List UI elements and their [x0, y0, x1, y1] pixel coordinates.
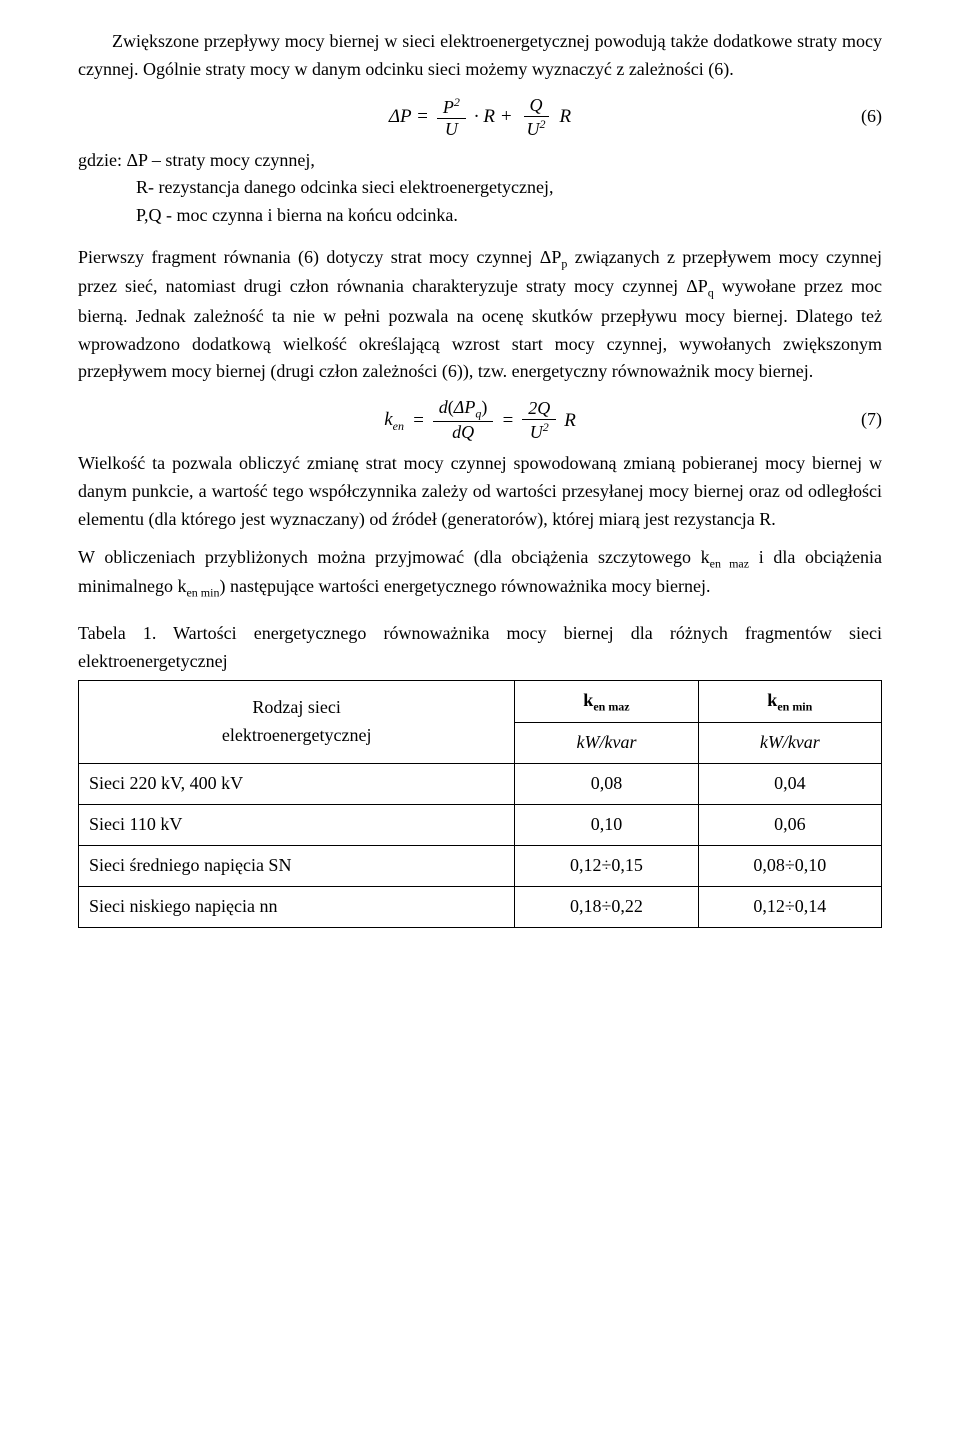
row2-v2: 0,08÷0,10 [698, 846, 881, 887]
eq6-number: (6) [861, 103, 882, 131]
where-line-3: P,Q - moc czynna i bierna na końcu odcin… [78, 202, 882, 230]
col2-a: k [767, 690, 777, 710]
table-header-row-1: Rodzaj sieci elektroenergetycznej ken ma… [79, 681, 882, 723]
eq6-t1-sup: 2 [454, 95, 460, 109]
row1-label: Sieci 110 kV [79, 805, 515, 846]
col2-b: en min [777, 700, 812, 714]
p4-sub2: en min [186, 586, 219, 600]
p4-a: W obliczeniach przybliżonych można przyj… [78, 547, 710, 567]
unit-2: kW/kvar [698, 723, 881, 764]
equation-7: ken = d(ΔPq) dQ = 2Q U2 R (7) [78, 398, 882, 442]
table-caption: Tabela 1. Wartości energetycznego równow… [78, 620, 882, 676]
eq6-lhs: ΔP = [389, 102, 429, 131]
p4-c: ) następujące wartości energetycznego ró… [219, 576, 710, 596]
eq7-eq1: = [412, 406, 425, 435]
row2-v1: 0,12÷0,15 [515, 846, 698, 887]
eq6-t2-sup: 2 [540, 117, 546, 131]
col-head-1: ken maz [515, 681, 698, 723]
equation-6: ΔP = P2 U · R + Q U2 R (6) [78, 96, 882, 139]
rowhead-l2: elektroenergetycznej [222, 725, 372, 745]
eq6-mid: · R + [474, 102, 513, 131]
where-line-2: R- rezystancja danego odcinka sieci elek… [78, 174, 882, 202]
eq7-f1-num-b: ΔP [454, 397, 476, 417]
rowhead-l1: Rodzaj sieci [252, 697, 340, 717]
table-row: Sieci średniego napięcia SN 0,12÷0,15 0,… [79, 846, 882, 887]
row3-v2: 0,12÷0,14 [698, 886, 881, 927]
row3-v1: 0,18÷0,22 [515, 886, 698, 927]
eq6-tail: R [560, 102, 572, 131]
col-head-2: ken min [698, 681, 881, 723]
row2-label: Sieci średniego napięcia SN [79, 846, 515, 887]
eq6-t2-num: Q [524, 96, 549, 117]
eq7-eq2: = [501, 406, 514, 435]
col1-a: k [583, 690, 593, 710]
eq7-number: (7) [861, 406, 882, 434]
eq7-ksub: en [393, 419, 404, 433]
table-row-header: Rodzaj sieci elektroenergetycznej [79, 681, 515, 764]
eq7-k: k [384, 409, 392, 430]
unit-1: kW/kvar [515, 723, 698, 764]
col1-b: en maz [593, 700, 629, 714]
where-block: gdzie: ΔP – straty mocy czynnej, R- rezy… [78, 147, 882, 231]
eq7-f2-sup: 2 [543, 420, 549, 434]
table-row: Sieci niskiego napięcia nn 0,18÷0,22 0,1… [79, 886, 882, 927]
data-table: Rodzaj sieci elektroenergetycznej ken ma… [78, 680, 882, 928]
paragraph-body-2: Wielkość ta pozwala obliczyć zmianę stra… [78, 450, 882, 534]
row0-v1: 0,08 [515, 764, 698, 805]
row0-v2: 0,04 [698, 764, 881, 805]
row1-v1: 0,10 [515, 805, 698, 846]
table-row: Sieci 110 kV 0,10 0,06 [79, 805, 882, 846]
row0-label: Sieci 220 kV, 400 kV [79, 764, 515, 805]
eq7-f1-den: dQ [446, 422, 480, 442]
eq6-t1-num: P [443, 97, 454, 117]
paragraph-body-3: W obliczeniach przybliżonych można przyj… [78, 544, 882, 602]
p4-sub1: en maz [710, 557, 749, 571]
table-row: Sieci 220 kV, 400 kV 0,08 0,04 [79, 764, 882, 805]
eq7-tail: R [564, 406, 576, 435]
eq6-t2-den: U [527, 119, 540, 139]
row1-v2: 0,06 [698, 805, 881, 846]
eq7-f2-den: U [530, 422, 543, 442]
paragraph-intro: Zwiększone przepływy mocy biernej w siec… [78, 28, 882, 84]
eq7-f1-num-a: d [439, 397, 448, 417]
eq7-f2-num: 2Q [522, 399, 556, 420]
p2-a: Pierwszy fragment równania (6) dotyczy s… [78, 247, 561, 267]
row3-label: Sieci niskiego napięcia nn [79, 886, 515, 927]
where-line-1: gdzie: ΔP – straty mocy czynnej, [78, 147, 882, 175]
eq6-t1-den: U [439, 119, 464, 139]
paragraph-body-1: Pierwszy fragment równania (6) dotyczy s… [78, 244, 882, 386]
